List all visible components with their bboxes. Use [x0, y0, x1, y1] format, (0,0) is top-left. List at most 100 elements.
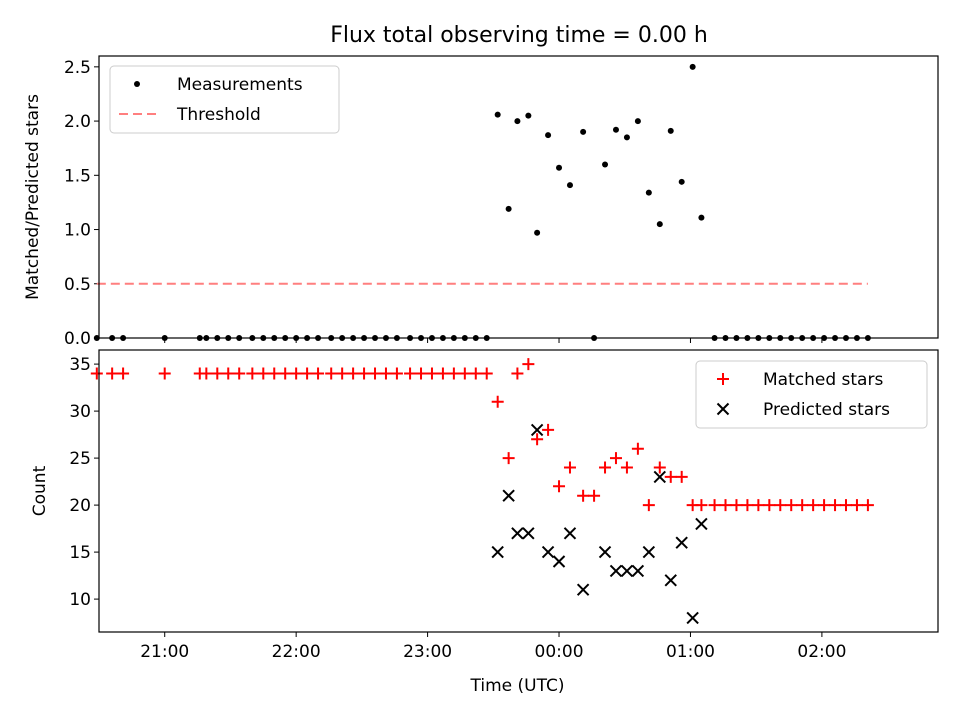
matched-star-point — [200, 367, 213, 380]
matched-star-point — [839, 499, 852, 512]
matched-star-point — [577, 489, 590, 502]
x-tick-label: 21:00 — [140, 642, 189, 662]
matched-star-point — [90, 367, 103, 380]
legend-box — [109, 65, 340, 134]
matched-star-point — [436, 367, 449, 380]
matched-star-point — [502, 452, 515, 465]
top-panel: 0.0 0.5 1.0 1.5 2.0 2.5 Matched/Predicted star… — [23, 55, 939, 349]
measurement-point — [505, 205, 512, 212]
predicted-star-point — [530, 423, 544, 437]
matched-star-point — [599, 461, 612, 474]
predicted-star-point — [598, 545, 612, 559]
predicted-star-point — [642, 545, 656, 559]
predicted-star-point — [631, 564, 645, 578]
matched-star-point — [233, 367, 246, 380]
predicted-star-point — [541, 545, 555, 559]
measurement-point — [623, 134, 630, 141]
matched-star-point — [469, 367, 482, 380]
predicted-star-point — [664, 574, 677, 587]
matched-star-point — [563, 461, 576, 474]
measurement-point — [580, 128, 587, 135]
measurement-point — [494, 111, 501, 118]
y-tick-label: 1.5 — [64, 166, 91, 186]
bottom-panel: 10 15 20 25 30 35 21:00 22:00 23:00 00:00 01:00 02:… — [30, 349, 939, 696]
measurement-point — [556, 164, 563, 171]
matched-star-point — [447, 367, 460, 380]
x-tick-label: 02:00 — [797, 642, 846, 662]
matched-star-point — [653, 461, 666, 474]
matched-star-point — [369, 367, 382, 380]
measurement-point — [545, 132, 552, 139]
predicted-star-point — [502, 489, 515, 502]
predicted-star-point — [609, 564, 623, 578]
matched-star-point — [491, 395, 504, 408]
legend-marker — [716, 402, 730, 416]
y-tick-label: 0.5 — [64, 275, 91, 295]
matched-star-point — [807, 499, 820, 512]
measurement-point — [93, 335, 100, 341]
measurement-point — [689, 63, 696, 70]
x-axis-label: Time (UTC) — [470, 676, 565, 696]
matched-star-point — [425, 367, 438, 380]
measurement-point — [698, 214, 705, 221]
matched-star-point — [117, 367, 130, 380]
predicted-star-point — [522, 527, 535, 540]
y-axis-label: Matched/Predicted stars — [23, 94, 43, 300]
matched-star-point — [390, 367, 403, 380]
x-tick-label: 23:00 — [403, 642, 452, 662]
matched-star-point — [752, 499, 765, 512]
predicted-star-point — [491, 545, 504, 559]
y-tick-label: 30 — [69, 402, 91, 422]
legend-marker — [134, 81, 140, 87]
y-axis-label: Count — [30, 465, 50, 516]
matched-star-point — [763, 499, 776, 512]
legend-label: Measurements — [177, 75, 303, 95]
matched-star-point — [631, 442, 644, 455]
predicted-star-point — [695, 517, 708, 531]
matched-star-point — [347, 367, 360, 380]
measurement-point — [612, 126, 619, 133]
matched-star-point — [531, 433, 544, 446]
matched-star-point — [675, 470, 688, 483]
y-tick-label: 15 — [69, 543, 91, 563]
matched-star-point — [480, 367, 493, 380]
matched-star-point — [796, 499, 809, 512]
matched-star-point — [336, 367, 349, 380]
chart-title: Flux total observing time = 0.00 h — [330, 23, 708, 48]
measurement-point — [602, 161, 609, 168]
matched-star-point — [588, 489, 601, 502]
predicted-star-point — [620, 564, 634, 578]
measurement-point — [566, 182, 573, 189]
matched-star-point — [268, 367, 281, 380]
matched-star-point — [730, 499, 743, 512]
measurement-point — [534, 229, 541, 236]
predicted-star-point — [653, 470, 667, 484]
predicted-star-point — [563, 527, 577, 540]
matched-star-point — [542, 423, 555, 436]
matched-star-point — [404, 367, 417, 380]
measurement-point — [667, 127, 674, 134]
measurement-point — [514, 118, 521, 125]
predicted-star-point — [576, 583, 590, 596]
legend-label: Threshold — [176, 105, 261, 125]
matched-star-point — [211, 367, 224, 380]
measurement-point — [678, 178, 685, 185]
legend: Measurements Threshold — [109, 65, 340, 134]
matched-star-point — [829, 499, 842, 512]
matched-star-point — [785, 499, 798, 512]
x-tick-label: 22:00 — [272, 642, 321, 662]
matched-star-point — [609, 452, 622, 465]
matched-star-point — [279, 367, 292, 380]
predicted-star-point — [675, 536, 688, 549]
matched-star-point — [695, 499, 708, 512]
matched-star-point — [861, 499, 874, 512]
matched-star-point — [458, 367, 471, 380]
legend-label: Predicted stars — [763, 400, 890, 420]
legend-marker — [717, 373, 729, 385]
matched-star-point — [415, 367, 428, 380]
matched-star-point — [257, 367, 270, 380]
matched-star-point — [553, 480, 566, 493]
predicted-star-point — [552, 555, 566, 568]
y-tick-label: 25 — [69, 449, 91, 469]
y-tick-label: 10 — [69, 590, 91, 610]
